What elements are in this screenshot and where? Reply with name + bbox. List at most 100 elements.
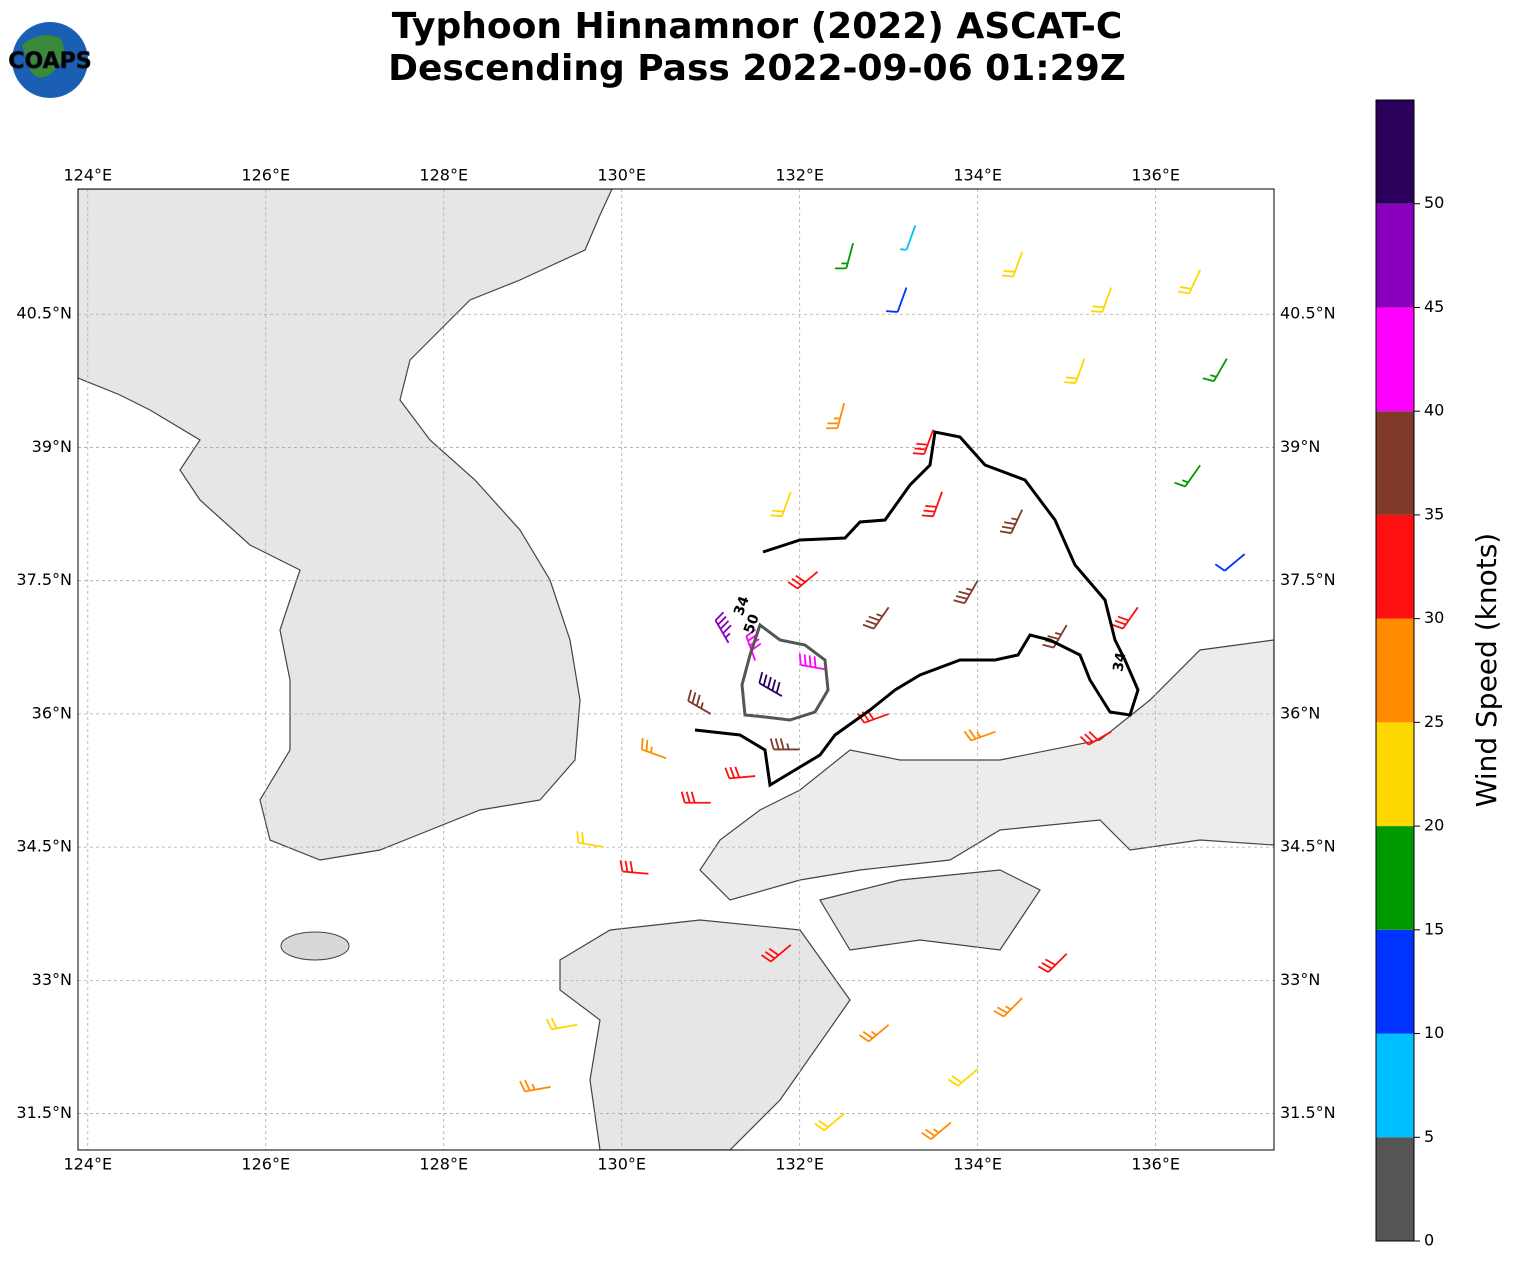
- wind-barb: [680, 791, 711, 804]
- wind-barb: [619, 860, 649, 875]
- colorbar-tick-label: 15: [1424, 919, 1444, 938]
- colorbar-bin: [1376, 618, 1414, 723]
- wind-barb: [921, 1121, 952, 1140]
- colorbar-bin: [1376, 514, 1414, 619]
- logo: COAPS: [8, 22, 92, 98]
- wind-barb: [640, 737, 667, 760]
- colorbar-bin: [1376, 307, 1414, 412]
- colorbar-bin: [1376, 203, 1414, 308]
- colorbar-label: Wind Speed (knots): [1470, 533, 1503, 807]
- land-korea: [78, 189, 613, 861]
- wind-barb: [1079, 730, 1112, 746]
- colorbar-tick-label: 25: [1424, 712, 1444, 731]
- wind-barb: [760, 944, 792, 963]
- wind-barb: [921, 491, 943, 518]
- wind-barb: [576, 831, 605, 849]
- colorbar-tick-label: 5: [1424, 1127, 1434, 1146]
- contour-50: [740, 622, 830, 722]
- wind-barb: [993, 997, 1023, 1018]
- y-tick-label: 37.5°N: [1280, 570, 1336, 589]
- wind-barb: [1111, 606, 1139, 630]
- y-tick-label: 36°N: [32, 703, 72, 722]
- x-tick-label: 128°E: [419, 166, 468, 185]
- wind-barb: [912, 429, 935, 456]
- y-tick-label: 39°N: [1280, 437, 1320, 456]
- wind-barb: [858, 1024, 890, 1043]
- y-tick-label: 40.5°N: [1280, 304, 1336, 323]
- x-tick-label: 132°E: [775, 1155, 824, 1174]
- wind-barb: [1001, 251, 1024, 278]
- wind-barb: [787, 571, 819, 590]
- wind-barb: [1174, 464, 1201, 488]
- y-tick-label: 37.5°N: [16, 570, 72, 589]
- contour-34: [694, 430, 1140, 788]
- colorbar-tick-label: 0: [1424, 1231, 1434, 1250]
- wind-barb: [963, 729, 996, 742]
- contour-label: 34: [1110, 651, 1129, 673]
- map: 34 50 34: [78, 189, 1274, 1150]
- contour-label: 34: [731, 594, 753, 618]
- y-tick-label: 31.5°N: [16, 1103, 72, 1122]
- wind-barb: [1064, 358, 1086, 384]
- title: Descending Pass 2022-09-06 01:29Z: [388, 48, 1126, 89]
- map-frame: [77, 188, 1275, 1151]
- wind-barb: [1202, 358, 1228, 383]
- x-tick-label: 130°E: [597, 1155, 646, 1174]
- wind-barb: [834, 242, 854, 270]
- land-honshu: [699, 639, 1274, 901]
- colorbar-tick-label: 35: [1424, 504, 1444, 523]
- wind-barb: [687, 689, 712, 715]
- x-tick-label: 136°E: [1131, 166, 1180, 185]
- wind-barb: [724, 766, 756, 780]
- colorbar-tick-label: 10: [1424, 1023, 1444, 1042]
- x-tick-label: 136°E: [1131, 1155, 1180, 1174]
- wind-barb: [1090, 287, 1112, 313]
- wind-barb: [953, 580, 979, 605]
- colorbar-tick-label: 30: [1424, 608, 1444, 627]
- y-tick-label: 34.5°N: [16, 837, 72, 856]
- x-tick-label: 132°E: [775, 166, 824, 185]
- y-tick-label: 31.5°N: [1280, 1103, 1336, 1122]
- wind-barb: [1177, 269, 1201, 295]
- wind-barb: [714, 611, 732, 644]
- colorbar-tick-label: 20: [1424, 816, 1444, 835]
- y-tick-label: 33°N: [32, 970, 72, 989]
- wind-barb: [826, 402, 846, 430]
- x-tick-label: 134°E: [953, 166, 1002, 185]
- wind-barb: [519, 1079, 551, 1093]
- colorbar-bin: [1376, 1137, 1414, 1241]
- x-tick-label: 126°E: [241, 166, 290, 185]
- colorbar-tick-label: 40: [1424, 401, 1444, 420]
- land-shikoku: [819, 869, 1041, 951]
- wind-barb: [1214, 553, 1246, 572]
- logo-text: COAPS: [8, 49, 91, 74]
- y-tick-label: 39°N: [32, 437, 72, 456]
- contour-label: 50: [741, 612, 763, 636]
- x-tick-label: 128°E: [419, 1155, 468, 1174]
- colorbar-bin: [1376, 100, 1414, 204]
- y-tick-label: 36°N: [1280, 703, 1320, 722]
- wind-barb: [1037, 953, 1068, 973]
- wind-barb: [947, 1068, 979, 1087]
- wind-barb: [814, 1112, 845, 1132]
- colorbar-bin: [1376, 1033, 1414, 1138]
- logo-land: [22, 35, 64, 78]
- colorbar-tick-label: 45: [1424, 297, 1444, 316]
- x-tick-label: 124°E: [63, 1155, 112, 1174]
- wind-barb: [769, 738, 800, 751]
- colorbar-bin: [1376, 411, 1414, 515]
- y-tick-label: 33°N: [1280, 970, 1320, 989]
- title: Typhoon Hinnamnor (2022) ASCAT-C: [392, 6, 1123, 47]
- colorbar-frame: [1375, 99, 1415, 1242]
- wind-barb: [758, 671, 783, 697]
- land-kyushu: [559, 919, 851, 1150]
- colorbar-tick-label: 50: [1424, 193, 1444, 212]
- colorbar-bin: [1376, 929, 1414, 1034]
- y-tick-label: 34.5°N: [1280, 837, 1336, 856]
- x-tick-label: 130°E: [597, 166, 646, 185]
- x-tick-label: 134°E: [953, 1155, 1002, 1174]
- y-tick-label: 40.5°N: [16, 304, 72, 323]
- wind-barb: [886, 287, 908, 313]
